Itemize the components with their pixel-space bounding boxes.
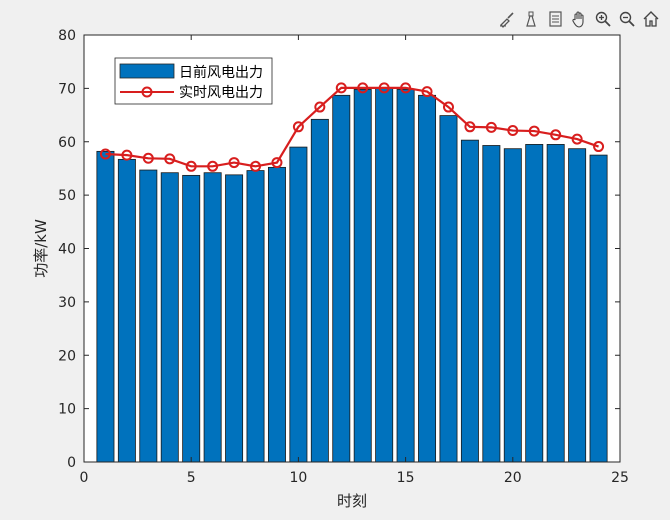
line-point bbox=[442, 101, 454, 113]
bar bbox=[460, 139, 479, 463]
pan-icon[interactable] bbox=[568, 8, 590, 30]
x-tick-label: 0 bbox=[80, 470, 89, 486]
legend[interactable]: 日前风电出力 实时风电出力 bbox=[114, 57, 273, 105]
legend-toggle-icon[interactable] bbox=[544, 8, 566, 30]
line-point bbox=[357, 82, 369, 94]
bar bbox=[310, 118, 329, 463]
x-tick-label: 25 bbox=[611, 470, 629, 486]
bar bbox=[289, 146, 308, 463]
bar bbox=[589, 154, 608, 463]
bar bbox=[225, 174, 244, 463]
y-tick-label: 60 bbox=[58, 135, 76, 151]
line-point bbox=[400, 82, 412, 94]
y-axis-label: 功率/kW bbox=[32, 219, 50, 278]
y-tick-label: 10 bbox=[58, 402, 76, 418]
bar bbox=[267, 166, 286, 463]
bar bbox=[332, 94, 351, 463]
line-point bbox=[142, 152, 154, 164]
line-point bbox=[250, 160, 262, 172]
bar-series bbox=[96, 87, 608, 463]
line-point bbox=[228, 157, 240, 169]
line-point bbox=[121, 149, 133, 161]
line-point bbox=[550, 129, 562, 141]
line-point bbox=[185, 160, 197, 172]
bar bbox=[117, 158, 136, 463]
zoom-out-icon[interactable] bbox=[616, 8, 638, 30]
line-point bbox=[271, 157, 283, 169]
legend-label-bar: 日前风电出力 bbox=[179, 64, 263, 81]
bar bbox=[160, 172, 179, 463]
legend-bar-swatch bbox=[119, 63, 175, 79]
bar bbox=[96, 150, 115, 463]
data-cursor-icon[interactable] bbox=[520, 8, 542, 30]
zoom-in-icon[interactable] bbox=[592, 8, 614, 30]
line-point bbox=[292, 121, 304, 133]
line-point bbox=[378, 82, 390, 94]
brush-icon[interactable] bbox=[496, 8, 518, 30]
x-axis-label: 时刻 bbox=[337, 492, 367, 510]
y-tick-label: 40 bbox=[58, 242, 76, 258]
legend-label-line: 实时风电出力 bbox=[179, 85, 263, 101]
bar bbox=[418, 94, 437, 463]
line-point bbox=[99, 148, 111, 160]
line-point bbox=[464, 121, 476, 133]
y-tick-label: 80 bbox=[58, 28, 76, 44]
bar bbox=[203, 172, 222, 463]
axes-toolbar bbox=[496, 8, 662, 30]
bar bbox=[568, 148, 587, 463]
bar bbox=[353, 89, 372, 463]
y-tick-label: 30 bbox=[58, 295, 76, 311]
bar bbox=[439, 115, 458, 463]
line-point bbox=[421, 86, 433, 98]
line-point bbox=[528, 125, 540, 137]
y-tick-label: 50 bbox=[58, 188, 76, 204]
bar bbox=[182, 174, 201, 463]
x-axis: 0 5 10 15 20 25 bbox=[80, 35, 629, 486]
bar bbox=[482, 145, 501, 463]
line-point bbox=[485, 121, 497, 133]
x-tick-label: 5 bbox=[187, 470, 196, 486]
home-icon[interactable] bbox=[640, 8, 662, 30]
bar bbox=[396, 89, 415, 463]
line-point bbox=[314, 101, 326, 113]
line-point bbox=[571, 133, 583, 145]
y-tick-label: 20 bbox=[58, 348, 76, 364]
line-series bbox=[99, 82, 605, 172]
y-axis: 0 10 20 30 40 50 60 70 80 bbox=[58, 28, 620, 471]
line-point bbox=[164, 153, 176, 165]
x-tick-label: 15 bbox=[397, 470, 415, 486]
x-tick-label: 10 bbox=[289, 470, 307, 486]
y-tick-label: 0 bbox=[67, 455, 76, 471]
x-tick-label: 20 bbox=[504, 470, 522, 486]
bar bbox=[375, 87, 394, 463]
line-point bbox=[207, 160, 219, 172]
bar bbox=[139, 169, 158, 463]
line-point bbox=[593, 141, 605, 153]
bar bbox=[246, 170, 265, 463]
line-point bbox=[335, 82, 347, 94]
bar bbox=[503, 148, 522, 463]
line-point bbox=[507, 125, 519, 137]
bar bbox=[546, 144, 565, 463]
y-tick-label: 70 bbox=[58, 81, 76, 97]
bar bbox=[525, 144, 544, 463]
legend-line-marker bbox=[141, 86, 153, 98]
